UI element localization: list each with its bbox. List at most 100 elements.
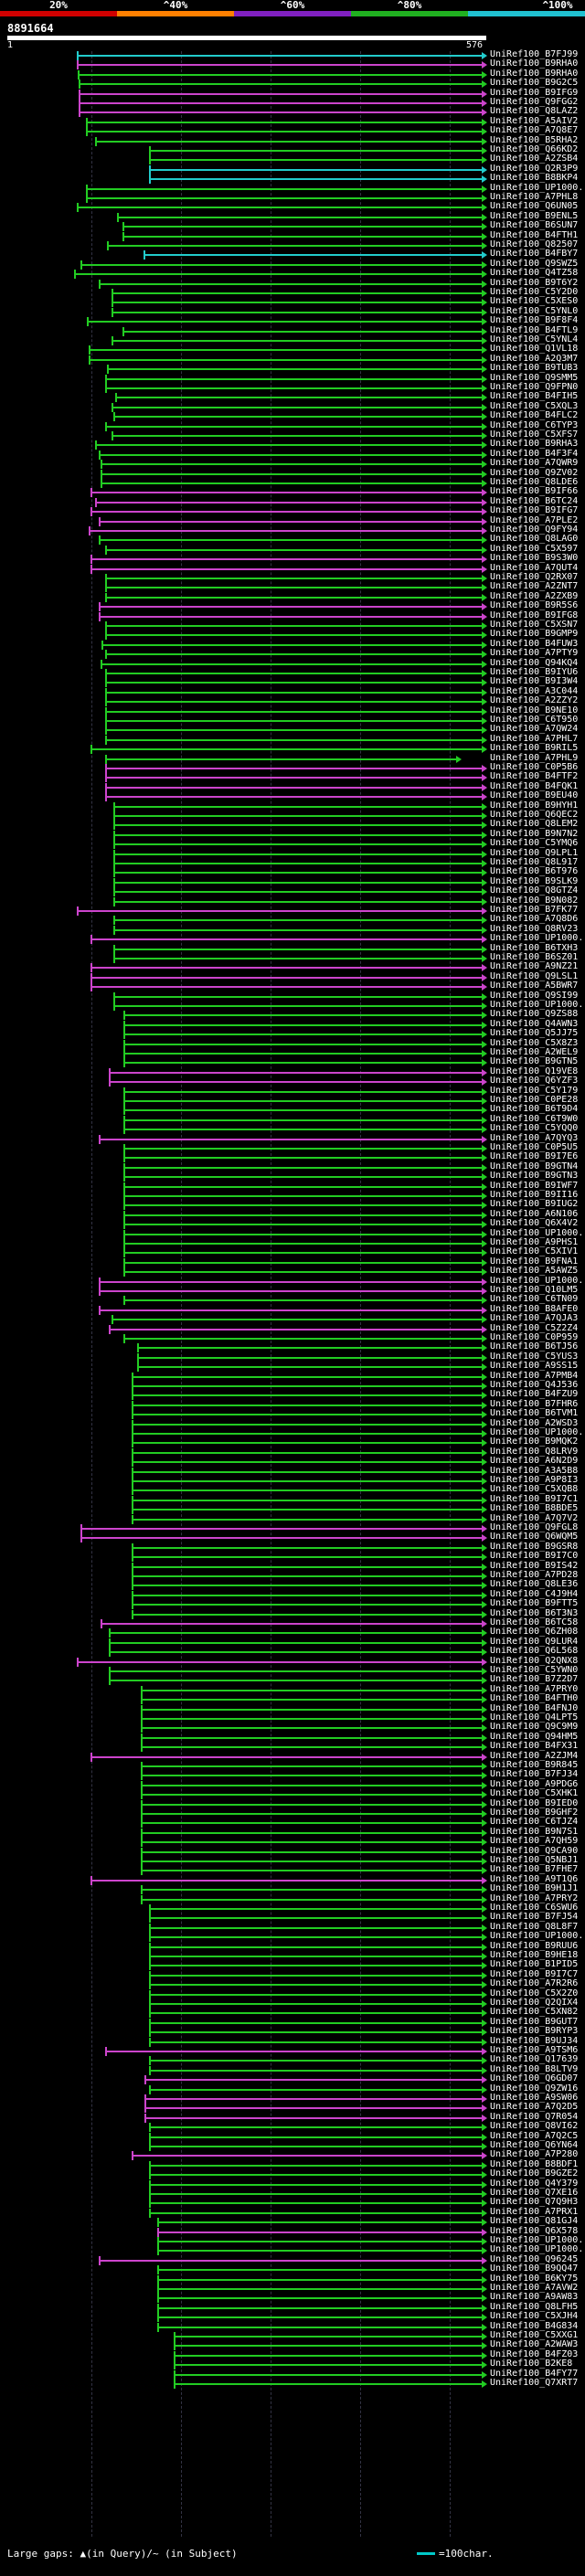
hit-row[interactable]: UniRef100_B5RHA2: [0, 135, 585, 146]
hit-row[interactable]: UniRef100_A7QJA3: [0, 1313, 585, 1325]
hit-row[interactable]: UniRef100_B9TUB3: [0, 363, 585, 375]
hit-label[interactable]: UniRef100_Q4TZ58: [490, 268, 579, 279]
hit-label[interactable]: UniRef100_Q94HM5: [490, 1731, 579, 1742]
hit-row[interactable]: UniRef100_A7QUT4: [0, 563, 585, 574]
hit-row[interactable]: UniRef100_A7Q8E7: [0, 125, 585, 137]
hit-row[interactable]: UniRef100_B9NE10: [0, 705, 585, 716]
hit-row[interactable]: UniRef100_A9NZ21: [0, 961, 585, 973]
hit-label[interactable]: UniRef100_C5X8Z3: [490, 1037, 579, 1048]
hit-label[interactable]: UniRef100_C5XQB8: [490, 1484, 579, 1495]
hit-row[interactable]: UniRef100_Q8GTZ4: [0, 885, 585, 897]
hit-label[interactable]: UniRef100_Q7XRT7: [490, 2378, 579, 2388]
hit-label[interactable]: UniRef100_B9H1J1: [490, 1883, 579, 1894]
hit-label[interactable]: UniRef100_C5YWN0: [490, 1665, 579, 1675]
hit-label[interactable]: UniRef100_B4FTF2: [490, 771, 579, 782]
hit-label[interactable]: UniRef100_C4J9H4: [490, 1588, 579, 1599]
hit-row[interactable]: UniRef100_B9T6Y2: [0, 278, 585, 289]
hit-label[interactable]: UniRef100_B7FJ34: [490, 1769, 579, 1780]
hit-label[interactable]: UniRef100_B6T976: [490, 866, 579, 877]
hit-row[interactable]: UniRef100_Q5JJ75: [0, 1028, 585, 1040]
hit-label[interactable]: UniRef100_C5XIV1: [490, 1246, 579, 1257]
hit-label[interactable]: UniRef100_B1PID5: [490, 1959, 579, 1970]
hit-row[interactable]: UniRef100_B4FIH5: [0, 391, 585, 403]
hit-label[interactable]: UniRef100_A2WEL9: [490, 1047, 579, 1057]
hit-row[interactable]: UniRef100_A9TSM6: [0, 2045, 585, 2056]
hit-label[interactable]: UniRef100_B9TUB3: [490, 363, 579, 374]
hit-row[interactable]: UniRef100_B4FUW3: [0, 638, 585, 650]
hit-label[interactable]: UniRef100_A9TSM6: [490, 2045, 579, 2055]
hit-label[interactable]: UniRef100_A9SW06: [490, 2093, 579, 2103]
hit-label[interactable]: UniRef100_Q9CA90: [490, 1845, 579, 1856]
hit-label[interactable]: UniRef100_B9RHA0: [490, 58, 579, 69]
hit-row[interactable]: UniRef100_Q6X4V2: [0, 1218, 585, 1230]
hit-row[interactable]: UniRef100_B9IF66: [0, 486, 585, 498]
hit-row[interactable]: UniRef100_Q8LEM2: [0, 819, 585, 831]
hit-label[interactable]: UniRef100_Q9C9M9: [490, 1722, 579, 1733]
hit-row[interactable]: UniRef100_Q9ZW16: [0, 2083, 585, 2094]
hit-label[interactable]: UniRef100_Q4LPT5: [490, 1712, 579, 1723]
hit-label[interactable]: UniRef100_Q82507: [490, 239, 579, 249]
hit-row[interactable]: UniRef100_B7FJ99: [0, 49, 585, 60]
hit-label[interactable]: UniRef100_Q6X4V2: [490, 1218, 579, 1229]
hit-label[interactable]: UniRef100_C5X597: [490, 543, 579, 554]
hit-label[interactable]: UniRef100_C6TYP3: [490, 419, 579, 430]
hit-label[interactable]: UniRef100_A2ZZY2: [490, 695, 579, 706]
hit-label[interactable]: UniRef100_B9R845: [490, 1760, 579, 1770]
hit-label[interactable]: UniRef100_B9GTN5: [490, 1056, 579, 1067]
hit-label[interactable]: UniRef100_C5Z2Z4: [490, 1322, 579, 1333]
hit-label[interactable]: UniRef100_C5XXG1: [490, 2330, 579, 2340]
hit-label[interactable]: UniRef100_Q8LAZ2: [490, 106, 579, 117]
hit-label[interactable]: UniRef100_UP1000..: [490, 933, 585, 944]
hit-row[interactable]: UniRef100_Q8LRV9: [0, 1447, 585, 1458]
hit-row[interactable]: UniRef100_Q9LSL1: [0, 971, 585, 982]
hit-label[interactable]: UniRef100_B9RUU6: [490, 1940, 579, 1951]
hit-label[interactable]: UniRef100_A6N106: [490, 1208, 579, 1219]
hit-row[interactable]: UniRef100_B8BDE5: [0, 1503, 585, 1515]
hit-row[interactable]: UniRef100_UP1000..: [0, 1228, 585, 1239]
hit-row[interactable]: UniRef100_B9GUT7: [0, 2017, 585, 2028]
hit-row[interactable]: UniRef100_Q7XRT7: [0, 2378, 585, 2389]
hit-label[interactable]: UniRef100_Q9SI99: [490, 990, 579, 1001]
hit-row[interactable]: UniRef100_A7Q2D5: [0, 2102, 585, 2114]
hit-label[interactable]: UniRef100_A7PMB4: [490, 1370, 579, 1381]
hit-row[interactable]: UniRef100_C5XSN7: [0, 620, 585, 631]
hit-row[interactable]: UniRef100_Q8RV23: [0, 924, 585, 935]
hit-row[interactable]: UniRef100_B9IWF7: [0, 1181, 585, 1192]
hit-row[interactable]: UniRef100_Q9SWZ5: [0, 259, 585, 270]
hit-row[interactable]: UniRef100_B6TJ56: [0, 1341, 585, 1353]
hit-row[interactable]: UniRef100_C5YWN0: [0, 1665, 585, 1676]
hit-row[interactable]: UniRef100_A7Q7V2: [0, 1512, 585, 1524]
hit-label[interactable]: UniRef100_Q66KD2: [490, 144, 579, 154]
hit-row[interactable]: UniRef100_B6T3N3: [0, 1608, 585, 1619]
hit-label[interactable]: UniRef100_B9GZE2: [490, 2168, 579, 2179]
hit-row[interactable]: UniRef100_A3A5B8: [0, 1466, 585, 1477]
hit-row[interactable]: UniRef100_B7FK77: [0, 905, 585, 916]
hit-label[interactable]: UniRef100_A7P280: [490, 2149, 579, 2160]
hit-row[interactable]: UniRef100_Q82507: [0, 239, 585, 250]
hit-label[interactable]: UniRef100_A7QWR9: [490, 458, 579, 469]
hit-label[interactable]: UniRef100_Q9FY94: [490, 525, 579, 535]
hit-row[interactable]: UniRef100_C5X2Z0: [0, 1988, 585, 1999]
hit-row[interactable]: UniRef100_B7FHE7: [0, 1864, 585, 1876]
hit-label[interactable]: UniRef100_A7AVW2: [490, 2283, 579, 2293]
hit-label[interactable]: UniRef100_B8BDF1: [490, 2158, 579, 2169]
hit-label[interactable]: UniRef100_C5YMQ6: [490, 838, 579, 849]
hit-label[interactable]: UniRef100_B9GSR8: [490, 1541, 579, 1552]
hit-row[interactable]: UniRef100_A5AIV2: [0, 116, 585, 127]
hit-label[interactable]: UniRef100_B4FUW3: [490, 638, 579, 649]
hit-row[interactable]: UniRef100_A7QH59: [0, 1836, 585, 1848]
hit-label[interactable]: UniRef100_Q96245: [490, 2253, 579, 2264]
hit-row[interactable]: UniRef100_UP1000..: [0, 2244, 585, 2256]
hit-label[interactable]: UniRef100_Q9ZV02: [490, 467, 579, 478]
hit-label[interactable]: UniRef100_B4FQK1: [490, 780, 579, 791]
hit-row[interactable]: UniRef100_Q8LAG0: [0, 534, 585, 546]
hit-label[interactable]: UniRef100_B9IS42: [490, 1560, 579, 1571]
hit-label[interactable]: UniRef100_A7Q7V2: [490, 1512, 579, 1523]
hit-label[interactable]: UniRef100_C5Y2D0: [490, 287, 579, 297]
hit-row[interactable]: UniRef100_Q9SI99: [0, 990, 585, 1002]
hit-label[interactable]: UniRef100_B9UJ34: [490, 2035, 579, 2046]
hit-label[interactable]: UniRef100_B6TXH3: [490, 942, 579, 953]
hit-label[interactable]: UniRef100_A7PRX1: [490, 2206, 579, 2217]
hit-label[interactable]: UniRef100_Q6QEC2: [490, 810, 579, 820]
hit-label[interactable]: UniRef100_Q4J536: [490, 1380, 579, 1390]
